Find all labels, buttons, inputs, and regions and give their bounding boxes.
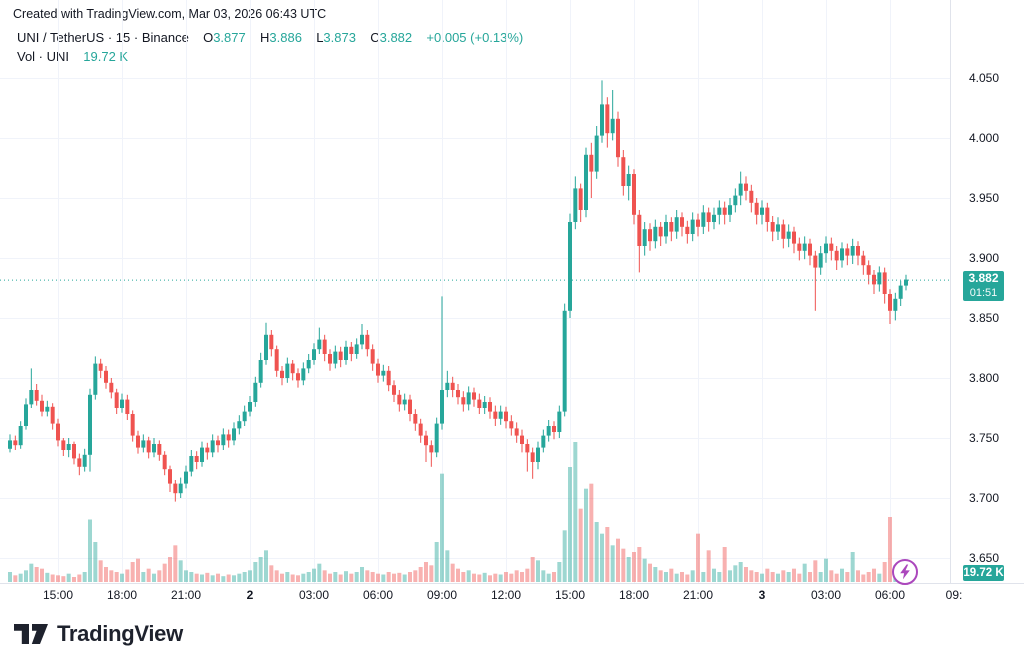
time-axis-label: 03:00 [810, 588, 842, 602]
volume-value-badge: 19.72 K [963, 565, 1004, 581]
time-axis-label: 06:00 [362, 588, 394, 602]
time-axis-label: 09: [945, 588, 963, 602]
time-axis-label: 12:00 [490, 588, 522, 602]
lightning-icon [900, 564, 910, 580]
open-label: O [203, 30, 214, 45]
time-axis-label: 21:00 [170, 588, 202, 602]
price-chart[interactable] [0, 0, 1024, 605]
boost-button[interactable] [892, 559, 918, 585]
time-axis-label: 21:00 [682, 588, 714, 602]
price-axis-label: 3.900 [969, 251, 1000, 265]
price-axis-label: 3.850 [969, 311, 1000, 325]
last-price-value: 3.882 [968, 271, 999, 285]
high-value: 3.886 [269, 30, 302, 45]
tradingview-logo[interactable]: TradingView [14, 621, 183, 647]
high-label: H [260, 30, 270, 45]
price-axis-label: 3.650 [969, 551, 1000, 565]
tradingview-logo-icon [14, 624, 48, 644]
time-axis-label: 15:00 [42, 588, 74, 602]
symbol-name: UNI / TetherUS [17, 30, 105, 45]
price-axis-label: 4.000 [969, 131, 1000, 145]
volume-label: Vol · UNI [17, 49, 70, 64]
time-axis[interactable]: 15:00 18:00 21:00 2 03:00 06:00 09:00 12:00 15:0… [0, 583, 1024, 606]
low-label: L [316, 30, 324, 45]
time-axis-label: 18:00 [618, 588, 650, 602]
price-axis[interactable]: 4.050 4.000 3.950 3.900 3.850 3.800 3.750 3.700… [950, 0, 1024, 605]
symbol-legend: UNI / TetherUS · 15 · Binance O3.877 H3.… [17, 28, 523, 66]
time-axis-label: 18:00 [106, 588, 138, 602]
change-value: +0.005 (+0.13%) [426, 30, 524, 45]
time-axis-label: 09:00 [426, 588, 458, 602]
credit-text: Created with TradingView.com, Mar 03, 20… [13, 7, 327, 21]
legend-row-volume: Vol · UNI 19.72 K [17, 47, 523, 66]
tradingview-logo-text: TradingView [57, 621, 183, 646]
time-axis-label: 06:00 [874, 588, 906, 602]
close-label: C [370, 30, 380, 45]
interval-label: 15 [115, 30, 131, 45]
time-axis-label: 15:00 [554, 588, 586, 602]
price-axis-label: 3.950 [969, 191, 1000, 205]
bar-countdown: 01:51 [969, 287, 998, 299]
legend-row-main: UNI / TetherUS · 15 · Binance O3.877 H3.… [17, 30, 524, 45]
open-value: 3.877 [213, 30, 246, 45]
time-axis-label: 2 [246, 588, 254, 602]
close-value: 3.882 [379, 30, 413, 45]
low-value: 3.873 [323, 30, 356, 45]
exchange-label: Binance [141, 30, 189, 45]
volume-value: 19.72 K [83, 49, 129, 64]
price-axis-label: 3.800 [969, 371, 1000, 385]
price-axis-label: 4.050 [969, 71, 1000, 85]
price-axis-label: 3.750 [969, 431, 1000, 445]
time-axis-label: 03:00 [298, 588, 330, 602]
last-price-badge: 3.882 01:51 [963, 271, 1004, 301]
price-axis-label: 3.700 [969, 491, 1000, 505]
time-axis-label: 3 [758, 588, 766, 602]
